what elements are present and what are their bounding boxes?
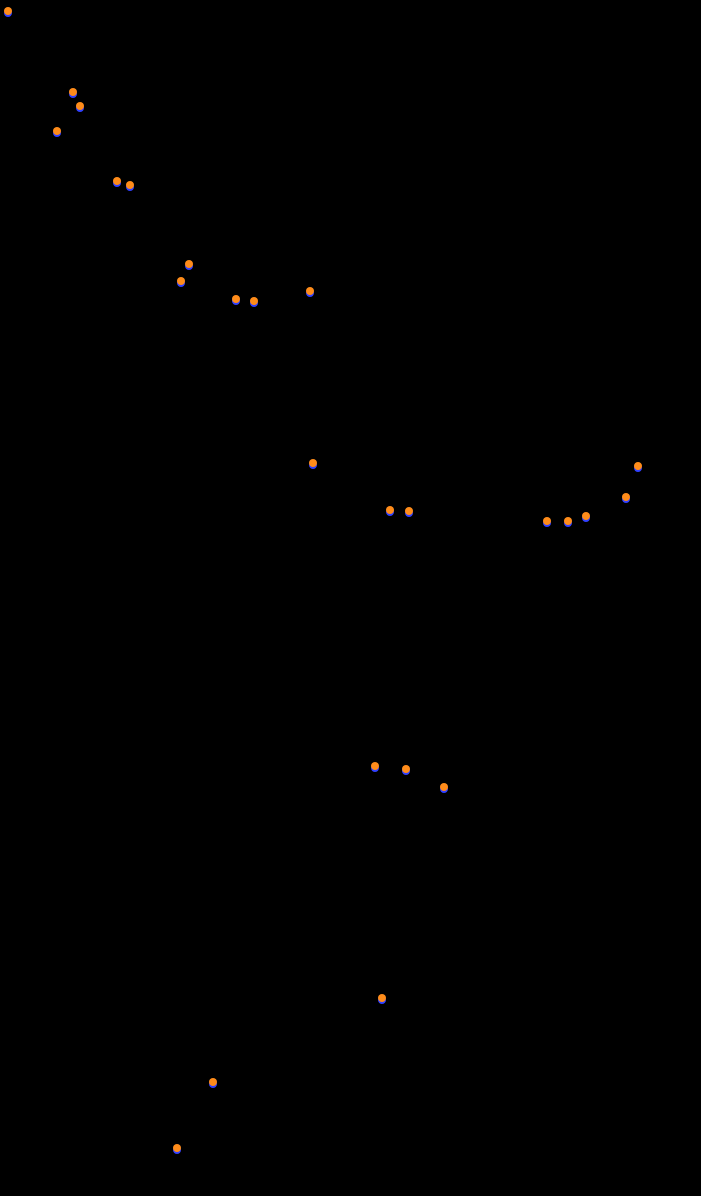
data-point <box>53 127 61 135</box>
data-point <box>4 7 12 15</box>
data-point <box>543 517 551 525</box>
data-point <box>564 517 572 525</box>
data-point <box>173 1144 181 1152</box>
data-point <box>402 765 410 773</box>
data-point <box>250 297 258 305</box>
data-point <box>634 462 642 470</box>
data-point <box>185 260 193 268</box>
data-point <box>209 1078 217 1086</box>
series-behind <box>4 9 642 1154</box>
data-point <box>113 177 121 185</box>
series-front <box>4 7 642 1152</box>
data-point <box>440 783 448 791</box>
data-point <box>386 506 394 514</box>
scatter-plot <box>0 0 701 1196</box>
data-point <box>582 512 590 520</box>
data-point <box>177 277 185 285</box>
data-point <box>232 295 240 303</box>
data-point <box>126 181 134 189</box>
data-point <box>378 994 386 1002</box>
data-point <box>309 459 317 467</box>
data-point <box>76 102 84 110</box>
data-point <box>622 493 630 501</box>
data-point <box>371 762 379 770</box>
data-point <box>405 507 413 515</box>
data-point <box>69 88 77 96</box>
data-point <box>306 287 314 295</box>
